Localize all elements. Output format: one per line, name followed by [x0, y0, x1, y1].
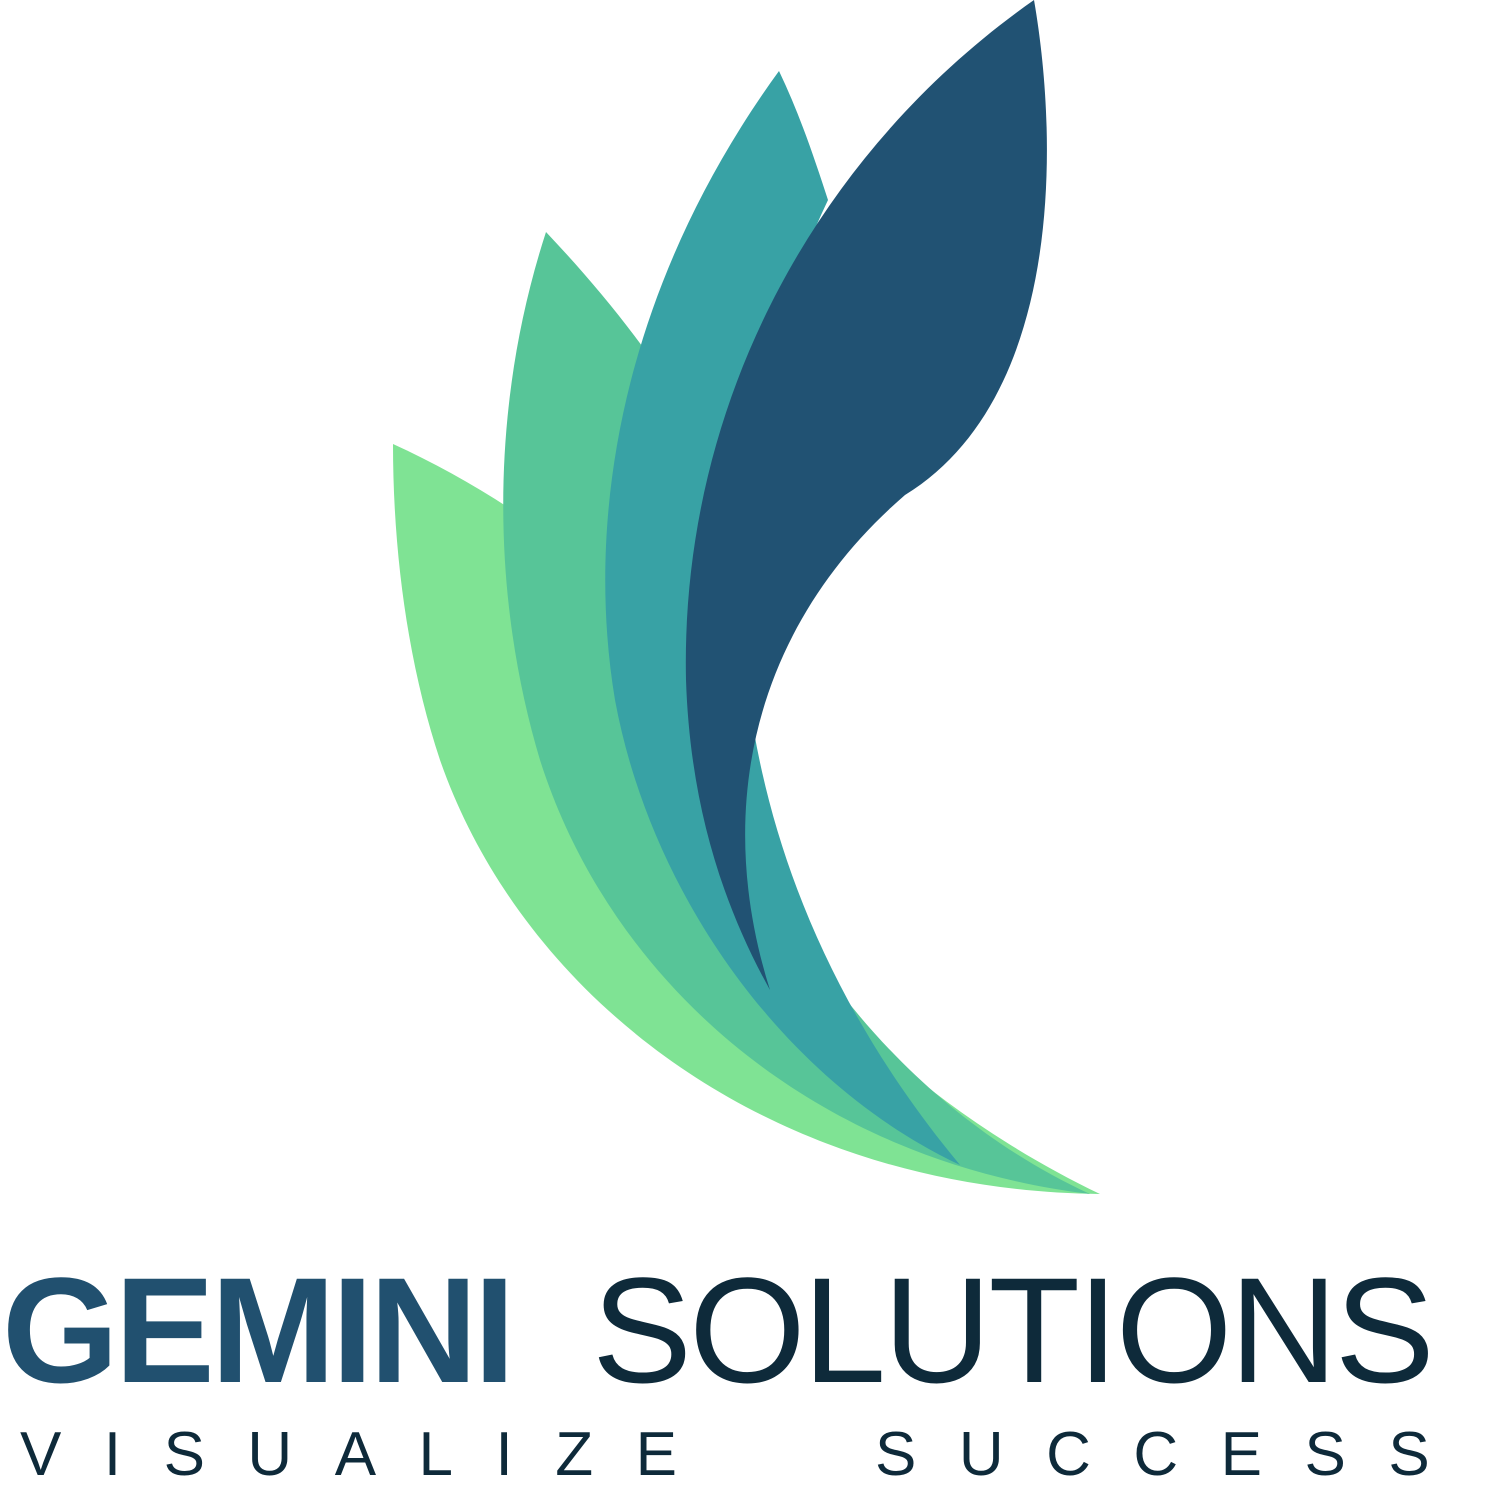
company-name: GEMINI SOLUTIONS [0, 1255, 1500, 1405]
leaf-green [503, 232, 1091, 1194]
company-name-gemini: GEMINI [2, 1246, 515, 1414]
tagline: VISUALIZE SUCCESS [0, 1420, 1500, 1490]
tagline-visualize: VISUALIZE [20, 1420, 720, 1489]
leaf-emblem-icon [393, 0, 1100, 1194]
tagline-success: SUCCESS [875, 1420, 1473, 1489]
company-name-solutions: SOLUTIONS [592, 1246, 1435, 1414]
leaf-teal [605, 71, 960, 1165]
leaf-navy [685, 0, 1047, 990]
